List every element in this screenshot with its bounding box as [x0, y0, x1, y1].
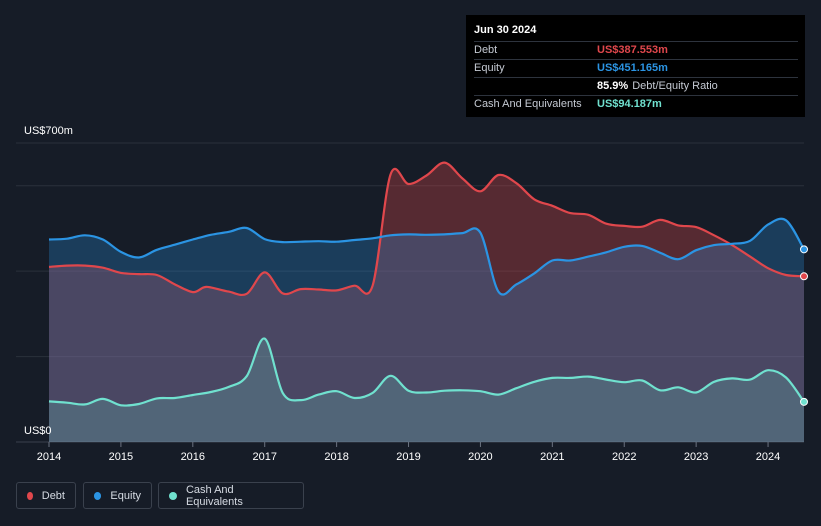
legend-label: Equity	[110, 489, 141, 502]
series-lines	[48, 161, 805, 407]
x-tick-label: 2020	[468, 451, 492, 463]
x-tick-label: 2022	[612, 451, 636, 463]
tooltip-value: US$387.553m	[597, 44, 668, 56]
x-tick-label: 2019	[396, 451, 420, 463]
tooltip-row-debt: Debt US$387.553m	[474, 41, 798, 59]
gridlines	[16, 142, 804, 443]
cash-and-equivalents-end-marker	[800, 397, 808, 406]
equity-area	[49, 218, 804, 442]
tooltip-label	[474, 78, 597, 95]
y-axis-top-label: US$700m	[24, 125, 73, 137]
legend-dot	[169, 491, 177, 500]
x-axis-ticks: 2014 2015 2016 2017 2018 2019 2020 2021 2022 2023…	[37, 442, 780, 463]
x-tick-label: 2023	[684, 451, 708, 463]
legend-item-equity[interactable]: Equity	[83, 482, 152, 509]
tooltip-value: US$94.187m	[597, 98, 662, 110]
series-end-markers	[800, 245, 808, 406]
tooltip-value: 85.9%	[597, 80, 629, 92]
tooltip-label: Equity	[474, 62, 505, 74]
debt-end-marker	[800, 272, 808, 281]
series-areas	[49, 162, 804, 442]
legend-dot	[27, 491, 33, 500]
tooltip-row-ratio: 85.9% Debt/Equity Ratio	[474, 77, 798, 95]
debt-area	[49, 162, 804, 442]
legend-item-debt[interactable]: Debt	[16, 482, 76, 509]
debt-line	[48, 161, 805, 297]
legend-label: Cash And Equivalents	[185, 483, 243, 508]
x-tick-label: 2015	[109, 451, 133, 463]
tooltip-row-equity: Equity US$451.165m	[474, 59, 798, 77]
tooltip-value: US$451.165m	[597, 62, 668, 74]
legend-item-cash[interactable]: Cash And Equivalents	[158, 482, 304, 509]
equity-line	[48, 217, 805, 296]
tooltip-panel: Jun 30 2024 Debt US$387.553m Equity US$4…	[466, 15, 805, 117]
x-tick-label: 2018	[324, 451, 348, 463]
x-tick-label: 2016	[181, 451, 205, 463]
x-tick-label: 2014	[37, 451, 61, 463]
legend-dot	[94, 491, 102, 500]
tooltip-ratio-label: Debt/Equity Ratio	[632, 80, 718, 92]
cash-and-equivalents-line	[48, 337, 805, 407]
tooltip-label: Cash And Equivalents	[474, 98, 582, 110]
tooltip-date: Jun 30 2024	[474, 24, 537, 36]
x-tick-label: 2017	[252, 451, 276, 463]
x-tick-label: 2024	[756, 451, 780, 463]
tooltip-label: Debt	[474, 44, 498, 56]
tooltip-row-cash: Cash And Equivalents US$94.187m	[474, 95, 798, 113]
equity-end-marker	[800, 245, 808, 254]
cash-and-equivalents-area	[49, 338, 804, 442]
legend-label: Debt	[41, 489, 65, 502]
x-tick-label: 2021	[540, 451, 564, 463]
y-axis-bottom-label: US$0	[24, 425, 52, 437]
